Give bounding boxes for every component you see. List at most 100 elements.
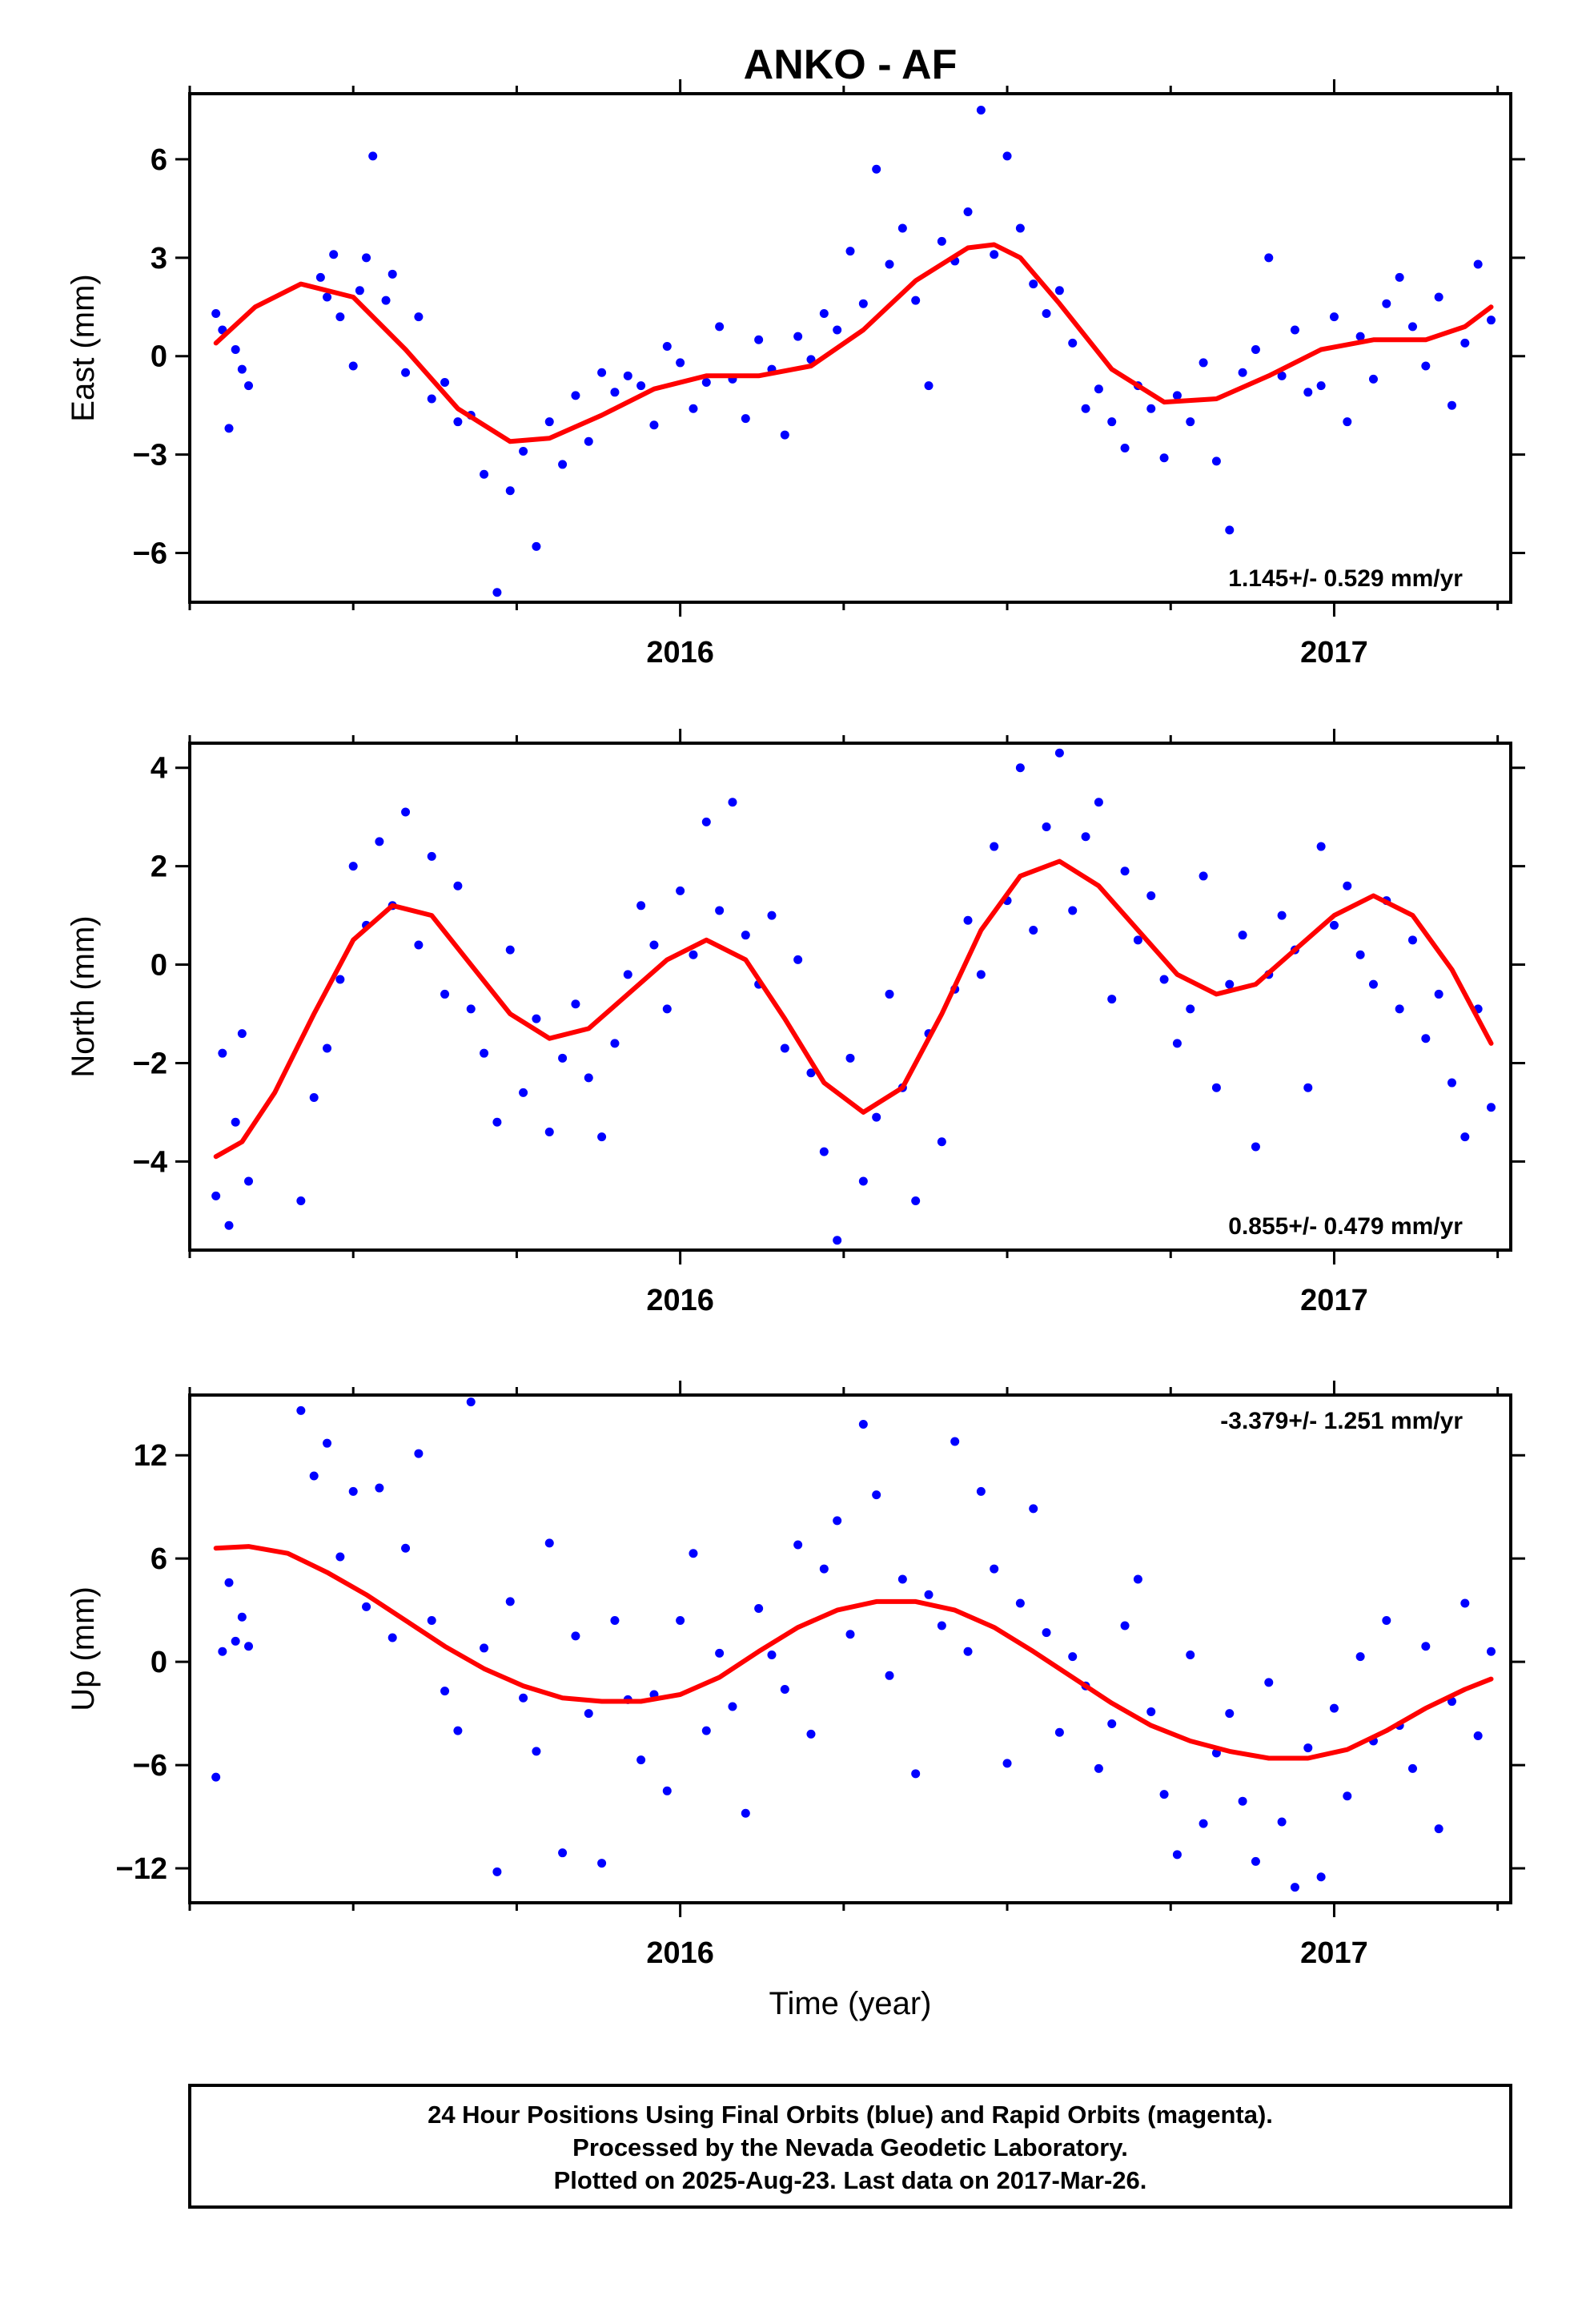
data-point (237, 364, 247, 374)
data-point (872, 1490, 881, 1500)
data-point (858, 299, 868, 308)
data-point (1159, 975, 1169, 984)
y-tick-label: 0 (151, 949, 167, 983)
data-point (937, 1621, 946, 1630)
data-point (1107, 417, 1117, 427)
data-point (1395, 272, 1404, 282)
data-point (466, 1004, 476, 1014)
data-point (544, 1128, 554, 1137)
data-point (1133, 1574, 1142, 1584)
data-point (623, 371, 632, 380)
y-tick-label: 6 (151, 143, 167, 177)
data-point (715, 1648, 725, 1658)
data-point (1015, 763, 1025, 773)
data-point (911, 1196, 921, 1206)
data-point (1382, 299, 1391, 308)
data-point (793, 332, 803, 341)
data-point (224, 424, 234, 433)
y-tick-label: 0 (151, 1646, 167, 1679)
data-point (1120, 1621, 1130, 1630)
data-point (348, 361, 358, 371)
data-point (1042, 308, 1051, 318)
data-point (1407, 1763, 1417, 1773)
data-point (1421, 1034, 1431, 1043)
data-point (1015, 1598, 1025, 1608)
data-point (819, 308, 829, 318)
x-tick-label: 2016 (646, 1936, 714, 1970)
data-point (1029, 926, 1038, 935)
data-point (676, 358, 685, 368)
data-point (1447, 400, 1456, 410)
data-point (571, 391, 580, 400)
rate-label: 1.145+/- 0.529 mm/yr (1228, 565, 1463, 592)
data-point (480, 1048, 489, 1058)
data-point (597, 368, 607, 377)
data-point (368, 151, 378, 161)
data-point (897, 223, 907, 233)
data-point (1486, 1647, 1496, 1656)
y-tick-label: 3 (151, 242, 167, 275)
x-tick-label: 2017 (1300, 1284, 1368, 1317)
data-point (1343, 881, 1352, 891)
data-point (662, 341, 672, 351)
data-point (323, 1043, 332, 1053)
data-point (335, 312, 345, 322)
data-point (1186, 1004, 1195, 1014)
data-point (1029, 1504, 1038, 1514)
data-point (1172, 1039, 1182, 1048)
data-point (1042, 1628, 1051, 1638)
data-point (1343, 417, 1352, 427)
y-axis-label: North (mm) (66, 915, 101, 1077)
data-point (492, 1867, 502, 1876)
data-point (244, 381, 254, 391)
data-point (701, 1726, 711, 1735)
data-point (440, 378, 450, 388)
data-point (211, 308, 221, 318)
data-point (636, 1755, 646, 1765)
data-point (480, 469, 489, 479)
data-point (597, 1132, 607, 1142)
data-point (806, 1068, 816, 1078)
data-point (1316, 381, 1326, 391)
data-point (571, 1631, 580, 1641)
data-point (244, 1642, 254, 1651)
data-point (1029, 279, 1038, 289)
data-point (715, 322, 725, 332)
data-point (1316, 1872, 1326, 1882)
data-point (728, 798, 737, 807)
data-point (610, 388, 620, 397)
data-point (480, 1643, 489, 1653)
data-point (701, 817, 711, 826)
data-point (676, 886, 685, 895)
data-point (348, 1486, 358, 1496)
data-point (924, 1590, 934, 1599)
data-point (1186, 1651, 1195, 1660)
data-point (780, 430, 789, 440)
data-point (819, 1147, 829, 1156)
data-point (872, 1112, 881, 1122)
data-point (689, 1549, 698, 1558)
data-point (544, 417, 554, 427)
data-point (211, 1191, 221, 1200)
data-point (519, 447, 528, 456)
data-point (1303, 1083, 1313, 1092)
data-point (427, 1616, 436, 1626)
figure-title: ANKO - AF (744, 42, 958, 88)
data-point (1303, 1743, 1313, 1753)
data-point (623, 970, 632, 979)
y-tick-label: −6 (133, 1749, 167, 1783)
data-point (1199, 871, 1208, 881)
data-point (741, 414, 750, 424)
data-point (401, 807, 411, 817)
data-point (584, 436, 593, 446)
data-point (636, 381, 646, 391)
data-point (990, 1564, 999, 1574)
data-point (963, 915, 973, 925)
data-point (1434, 989, 1443, 999)
x-tick-label: 2016 (646, 636, 714, 669)
data-point (1054, 286, 1064, 296)
data-point (558, 1053, 568, 1063)
data-point (348, 862, 358, 871)
data-point (453, 881, 463, 891)
data-point (1238, 368, 1247, 377)
